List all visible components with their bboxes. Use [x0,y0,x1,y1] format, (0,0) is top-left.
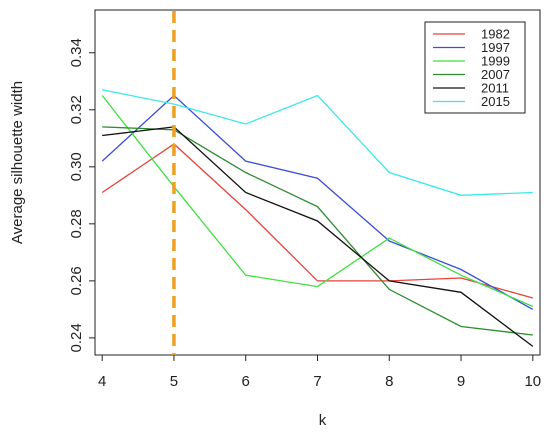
legend-label-2011: 2011 [481,81,509,96]
x-tick-label: 5 [170,373,178,390]
legend-label-2007: 2007 [481,67,510,82]
y-tick-label: 0.26 [68,266,85,295]
series-lines [101,89,534,347]
legend-box [424,21,526,114]
x-axis: 4 5 6 7 8 9 10 [98,355,541,390]
x-tick-label: 10 [524,373,541,390]
legend-label-1982: 1982 [481,27,510,42]
legend-label-2015: 2015 [481,94,510,109]
legend-label-1999: 1999 [481,54,510,69]
y-axis-title: Average silhouette width [9,81,26,244]
y-tick-label: 0.30 [68,152,85,181]
x-tick-label: 8 [385,373,393,390]
x-tick-label: 6 [242,373,250,390]
series-line-2015 [102,89,533,196]
x-axis-title: k [319,412,327,429]
y-tick-label: 0.34 [68,38,85,67]
series-line-2007 [102,126,533,336]
y-tick-label: 0.24 [68,323,85,352]
y-axis: 0.24 0.26 0.28 0.30 0.32 0.34 [68,38,95,352]
y-tick-label: 0.32 [68,95,85,124]
x-tick-label: 4 [98,373,106,390]
legend-label-1997: 1997 [481,40,510,55]
y-tick-label: 0.28 [68,209,85,238]
x-tick-label: 7 [313,373,321,390]
series-line-2011 [102,126,534,347]
x-tick-label: 9 [457,373,465,390]
